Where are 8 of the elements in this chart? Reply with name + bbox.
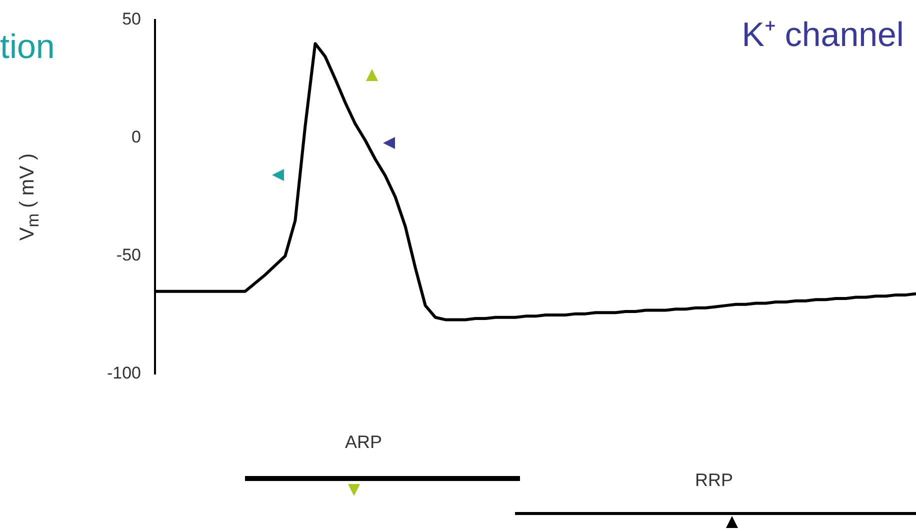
y-tick-label: -100 [106, 364, 141, 383]
text: tion [0, 28, 55, 67]
text: RRP [695, 470, 734, 491]
text: ARP [345, 432, 382, 453]
y-tick-label: 0 [132, 128, 141, 147]
annotation: K⁺ channel [742, 15, 904, 56]
y-tick-label: -50 [116, 246, 141, 265]
y-tick-label: 50 [122, 10, 141, 29]
